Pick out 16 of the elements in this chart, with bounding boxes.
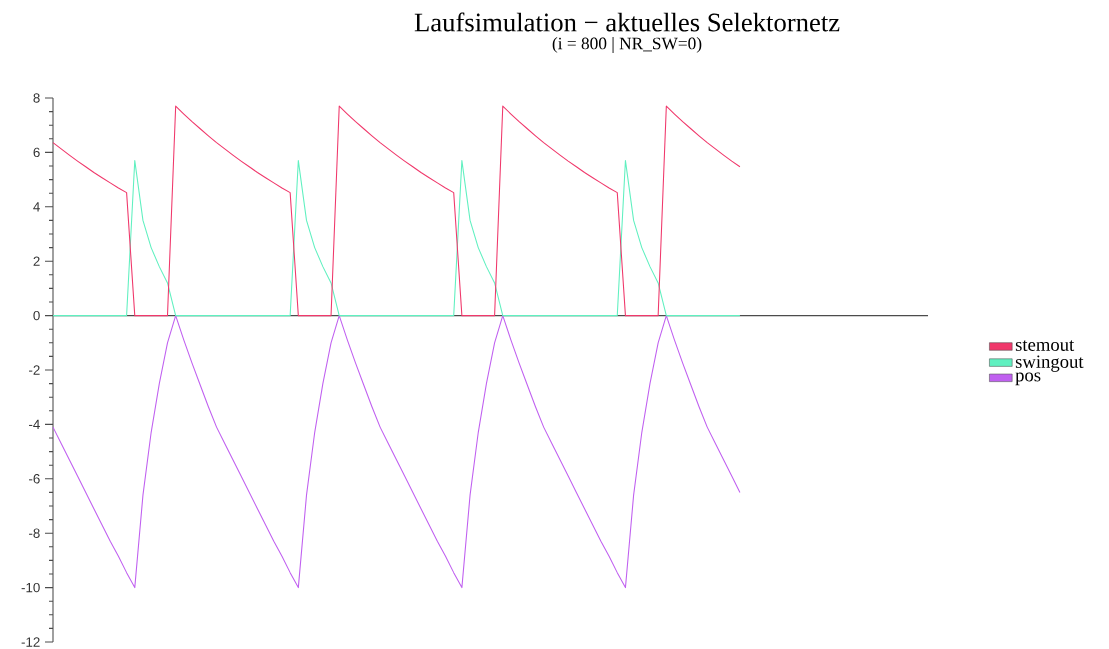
- y-tick-label: 2: [33, 256, 40, 266]
- y-tick-label: 0: [33, 310, 40, 321]
- y-tick-label: -12: [21, 637, 40, 647]
- legend-label: stemout: [1015, 340, 1075, 351]
- chart-title: Laufsimulation − aktuelles Selektornetz: [414, 12, 840, 32]
- y-tick-label: -10: [21, 582, 40, 593]
- y-tick-label: 4: [33, 202, 40, 212]
- legend-label: swingout: [1015, 355, 1084, 372]
- legend-label: pos: [1015, 372, 1041, 386]
- y-tick-label: -4: [29, 419, 40, 429]
- y-tick-label: 6: [33, 147, 40, 158]
- y-tick-label: 8: [33, 93, 40, 103]
- y-tick-label: -6: [29, 474, 40, 484]
- y-tick-label: -2: [29, 365, 40, 375]
- chart-subtitle: (i = 800 | NR_SW=0): [552, 37, 702, 53]
- y-tick-label: -8: [29, 528, 40, 538]
